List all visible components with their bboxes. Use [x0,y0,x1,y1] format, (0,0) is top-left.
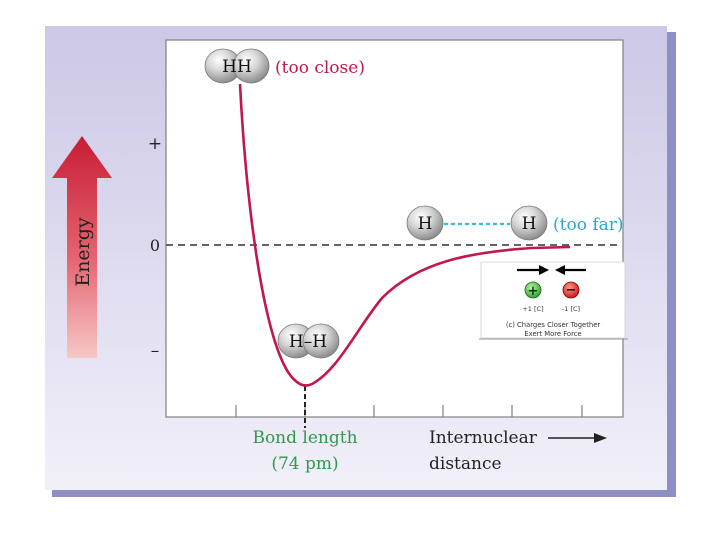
bonded-molecule: H–H [277,323,340,359]
negative-charge-sign: − [566,283,577,298]
far-atom-right-label: H [522,214,537,234]
positive-charge-value: +1 [C] [522,305,543,313]
x-axis-label-line1: Internuclear [429,428,538,448]
potential-energy-curve [238,83,571,387]
positive-charge-sign: + [528,284,539,299]
too-close-molecule: HH [204,48,270,84]
too-far-label: (too far) [553,215,624,235]
x-axis-arrow [548,433,607,443]
energy-label: Energy [72,217,94,287]
x-axis-label-line2: distance [429,454,502,474]
inset-frame [480,261,626,339]
y-tick-plus: + [148,134,162,154]
charges-inset: + − +1 [C] -1 [C] (c) Charges Closer Tog… [479,261,628,340]
energy-arrow [52,136,112,358]
negative-charge-icon [562,281,580,299]
negative-charge-value: -1 [C] [562,305,580,313]
separated-atoms: H H [406,205,548,241]
bonded-molecule-label: H–H [289,332,327,352]
bond-length-label: Bond length [252,428,357,448]
far-atom-left-label: H [418,214,433,234]
y-tick-zero: 0 [150,236,160,255]
inset-caption-line1: (c) Charges Closer Together [506,321,601,329]
too-close-molecule-label: HH [222,57,252,77]
bond-length-value: (74 pm) [271,454,338,474]
positive-charge-icon [524,281,542,299]
too-close-label: (too close) [275,58,365,78]
inset-force-arrows [517,265,586,275]
inset-caption-line2: Exert More Force [524,330,581,338]
y-tick-minus: – [151,341,160,361]
